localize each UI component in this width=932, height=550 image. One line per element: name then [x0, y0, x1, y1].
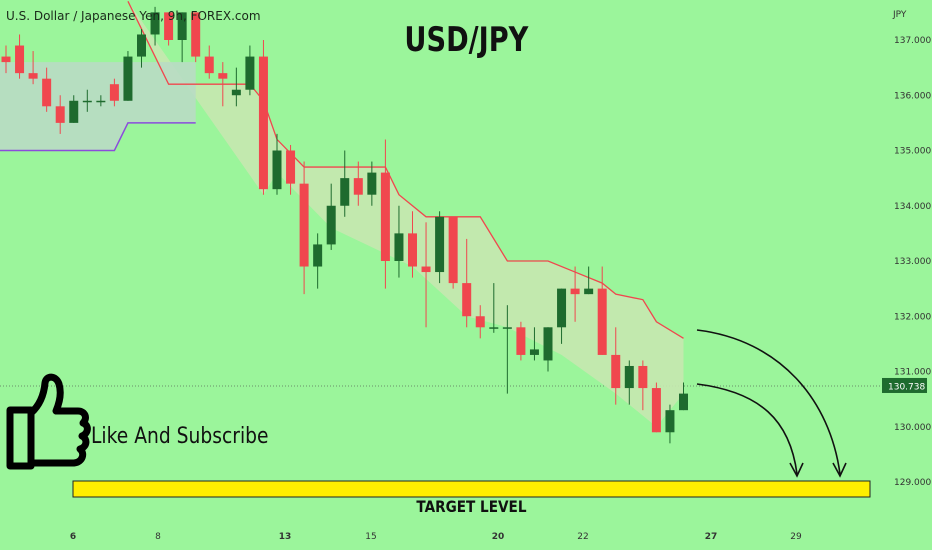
candle-body: [218, 73, 228, 79]
last-price-label: 130.738: [888, 382, 925, 392]
candle-body: [665, 410, 675, 433]
price-tick-label: 133.000: [894, 257, 931, 267]
last-price-badge: [882, 377, 927, 393]
time-tick-label: 13: [279, 532, 292, 542]
candle-body: [326, 205, 336, 245]
candle-body: [272, 150, 282, 190]
time-tick-label: 20: [492, 532, 505, 542]
time-axis: 6 8 13 15 20 22 27 29: [70, 532, 802, 542]
candle-body: [42, 78, 52, 107]
candle-body: [109, 84, 119, 101]
candle-body: [448, 216, 458, 284]
thumbs-up-icon: [6, 373, 91, 470]
price-tick-label: 137.000: [894, 36, 931, 46]
candle-body: [313, 244, 323, 267]
band-fill: [0, 1, 684, 427]
candles: [1, 6, 688, 444]
price-axis: JPY 137.000 136.000 135.000 134.000 133.000 13…: [882, 10, 931, 488]
candle-body: [245, 56, 255, 90]
price-tick-label: 136.000: [894, 91, 931, 101]
price-tick-label: 129.000: [894, 478, 931, 488]
candle-body: [28, 73, 38, 79]
candle-body: [123, 56, 133, 101]
candle-body: [204, 56, 214, 74]
candle-body: [286, 150, 296, 184]
like-subscribe-text: Like And Subscribe: [91, 424, 269, 449]
target-level-bar: [72, 480, 871, 498]
candle-body: [570, 288, 580, 295]
upper-band-line: [127, 1, 684, 339]
symbol-header: U.S. Dollar / Japanese Yen, 9h, FOREX.co…: [6, 9, 261, 23]
candle-body: [340, 178, 350, 206]
candle-body: [489, 327, 499, 329]
candle-body: [584, 288, 594, 295]
overlay: [6, 329, 871, 498]
chart-title: USD/JPY: [94, 20, 840, 60]
lower-band-line: [0, 122, 196, 152]
candle-body: [15, 45, 25, 74]
candle-body: [164, 12, 174, 40]
candle-body: [82, 100, 92, 103]
candle-body: [557, 288, 567, 328]
candle-body: [299, 183, 309, 267]
price-tick-label: 135.000: [894, 147, 931, 157]
candle-body: [367, 172, 377, 195]
candle-body: [394, 233, 404, 261]
candle-body: [597, 288, 607, 355]
candle-body: [258, 56, 268, 190]
candle-body: [435, 216, 445, 273]
chart-title-text: USD/JPY: [404, 20, 529, 60]
candle-body: [611, 354, 621, 389]
arrow-head-inner: [789, 462, 804, 478]
arrow-curve-outer: [696, 329, 841, 475]
candle-body: [96, 100, 106, 103]
price-tick-label: 130.000: [894, 423, 931, 433]
candle-body: [137, 34, 146, 57]
arrow-head-outer: [832, 462, 847, 478]
candle-body: [638, 365, 648, 389]
time-tick-label: 15: [365, 532, 376, 542]
time-tick-label: 27: [705, 532, 718, 542]
candle-body: [1, 56, 11, 63]
candle-body: [462, 283, 472, 317]
time-tick-label: 29: [790, 532, 802, 542]
candle-body: [191, 12, 201, 57]
time-tick-label: 22: [577, 532, 588, 542]
price-tick-label: 132.000: [894, 312, 931, 322]
candle-body: [543, 327, 553, 361]
arrow-curve-inner: [696, 383, 798, 475]
candle-body: [177, 12, 187, 40]
candle-body: [624, 365, 634, 389]
price-tick-label: 131.000: [894, 368, 931, 378]
target-level-label: TARGET LEVEL: [416, 497, 527, 516]
candle-body: [421, 266, 431, 273]
candle-body: [69, 100, 79, 123]
candle-body: [408, 233, 417, 267]
candle-body: [150, 12, 160, 35]
price-tick-label: 134.000: [894, 202, 931, 212]
currency-label: JPY: [892, 10, 907, 20]
time-tick-label: 6: [70, 532, 76, 542]
candle-body: [380, 172, 390, 261]
candle-body: [231, 89, 241, 96]
bands: [0, 1, 684, 339]
candle-body: [502, 327, 512, 329]
resistance-fill: [127, 1, 684, 427]
candle-body: [55, 106, 65, 123]
candle-body: [353, 178, 363, 195]
candle-body: [651, 388, 661, 433]
time-tick-label: 8: [155, 532, 161, 542]
candle-body: [679, 393, 688, 411]
candle-body: [516, 327, 526, 355]
candle-body: [475, 316, 485, 328]
candle-body: [529, 349, 539, 355]
